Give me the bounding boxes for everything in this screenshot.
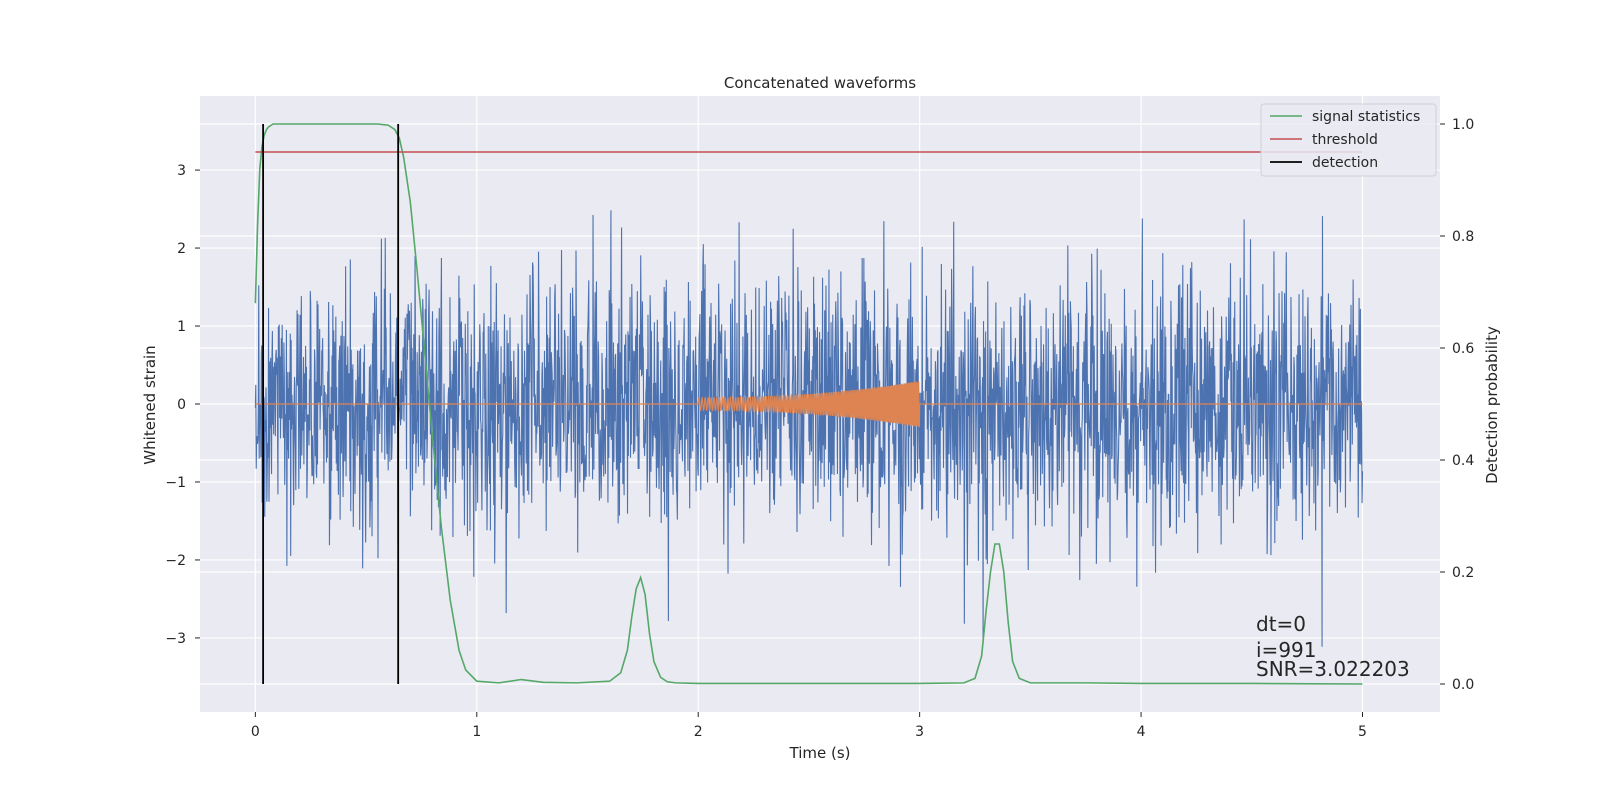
annotation-i: i=991 xyxy=(1256,638,1317,662)
series-signal-statistics-line xyxy=(254,123,1363,685)
x-axis-label: Time (s) xyxy=(789,744,851,762)
y-tick-label-0: 0 xyxy=(177,397,186,413)
annotation-dt: dt=0 xyxy=(1256,612,1306,636)
y-axis-label: Whitened strain xyxy=(141,345,159,464)
series-chirp-line xyxy=(255,380,1363,428)
series-noise-line xyxy=(254,210,1364,647)
y-axis-ticks: −3 −2 −1 0 1 2 3 xyxy=(165,163,200,647)
y-right-axis-label: Detection probability xyxy=(1483,326,1501,484)
y-tick-label--1: −1 xyxy=(165,475,186,491)
y2-tick-label-0: 0.0 xyxy=(1452,677,1474,693)
x-axis-ticks: 0 1 2 3 4 5 xyxy=(251,712,1367,740)
y2-tick-label-5: 1.0 xyxy=(1452,117,1474,133)
x-tick-label-1: 1 xyxy=(472,724,481,740)
series-detection-lines xyxy=(262,124,400,684)
y-tick-label-3: 3 xyxy=(177,163,186,179)
y2-tick-label-2: 0.4 xyxy=(1452,453,1474,469)
legend-label-threshold: threshold xyxy=(1312,132,1378,148)
y-tick-label--3: −3 xyxy=(165,631,186,647)
y2-tick-label-4: 0.8 xyxy=(1452,229,1474,245)
y2-tick-label-3: 0.6 xyxy=(1452,341,1474,357)
y-tick-label-2: 2 xyxy=(177,241,186,257)
x-tick-label-2: 2 xyxy=(694,724,703,740)
y-right-axis-ticks: 0.0 0.2 0.4 0.6 0.8 1.0 xyxy=(1440,117,1474,693)
chart-title: Concatenated waveforms xyxy=(724,74,916,92)
x-tick-label-3: 3 xyxy=(915,724,924,740)
x-tick-label-0: 0 xyxy=(251,724,260,740)
legend: signal statistics threshold detection xyxy=(1260,103,1437,177)
legend-box xyxy=(1260,103,1437,177)
y2-tick-label-1: 0.2 xyxy=(1452,565,1474,581)
y-tick-label--2: −2 xyxy=(165,553,186,569)
legend-label-detection: detection xyxy=(1312,155,1378,171)
x-tick-label-4: 4 xyxy=(1137,724,1146,740)
x-tick-label-5: 5 xyxy=(1358,724,1367,740)
y-tick-label-1: 1 xyxy=(177,319,186,335)
legend-label-signal-statistics: signal statistics xyxy=(1312,109,1420,125)
annotation-snr: SNR=3.022203 xyxy=(1256,657,1410,681)
